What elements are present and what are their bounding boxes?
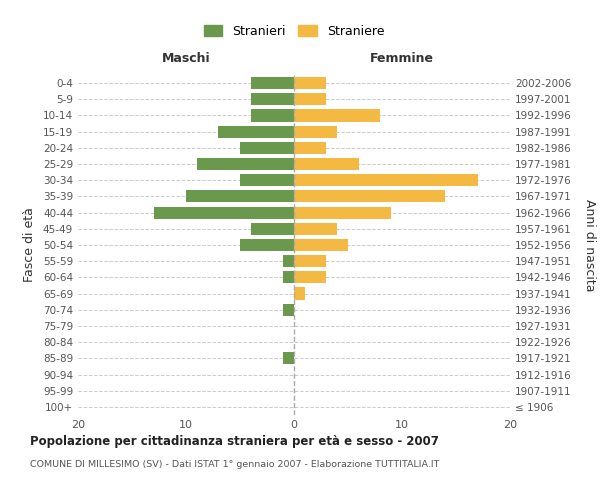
Bar [186,190,294,202]
Bar [294,158,359,170]
Bar [283,255,294,268]
Bar [294,190,445,202]
Bar [240,174,294,186]
Bar [283,352,294,364]
Bar [251,222,294,235]
Bar [251,110,294,122]
Bar [294,255,326,268]
Bar [240,239,294,251]
Bar [154,206,294,218]
Text: Maschi: Maschi [161,52,211,65]
Bar [294,222,337,235]
Y-axis label: Anni di nascita: Anni di nascita [583,198,596,291]
Legend: Stranieri, Straniere: Stranieri, Straniere [199,20,389,43]
Bar [294,206,391,218]
Bar [294,93,326,106]
Text: COMUNE DI MILLESIMO (SV) - Dati ISTAT 1° gennaio 2007 - Elaborazione TUTTITALIA.: COMUNE DI MILLESIMO (SV) - Dati ISTAT 1°… [30,460,439,469]
Text: Femmine: Femmine [370,52,434,65]
Bar [294,174,478,186]
Bar [294,142,326,154]
Bar [294,288,305,300]
Bar [294,126,337,138]
Bar [251,77,294,89]
Bar [294,77,326,89]
Bar [283,304,294,316]
Bar [294,239,348,251]
Text: Popolazione per cittadinanza straniera per età e sesso - 2007: Popolazione per cittadinanza straniera p… [30,435,439,448]
Bar [218,126,294,138]
Bar [294,272,326,283]
Bar [283,272,294,283]
Bar [251,93,294,106]
Bar [197,158,294,170]
Bar [294,110,380,122]
Y-axis label: Fasce di età: Fasce di età [23,208,36,282]
Bar [240,142,294,154]
